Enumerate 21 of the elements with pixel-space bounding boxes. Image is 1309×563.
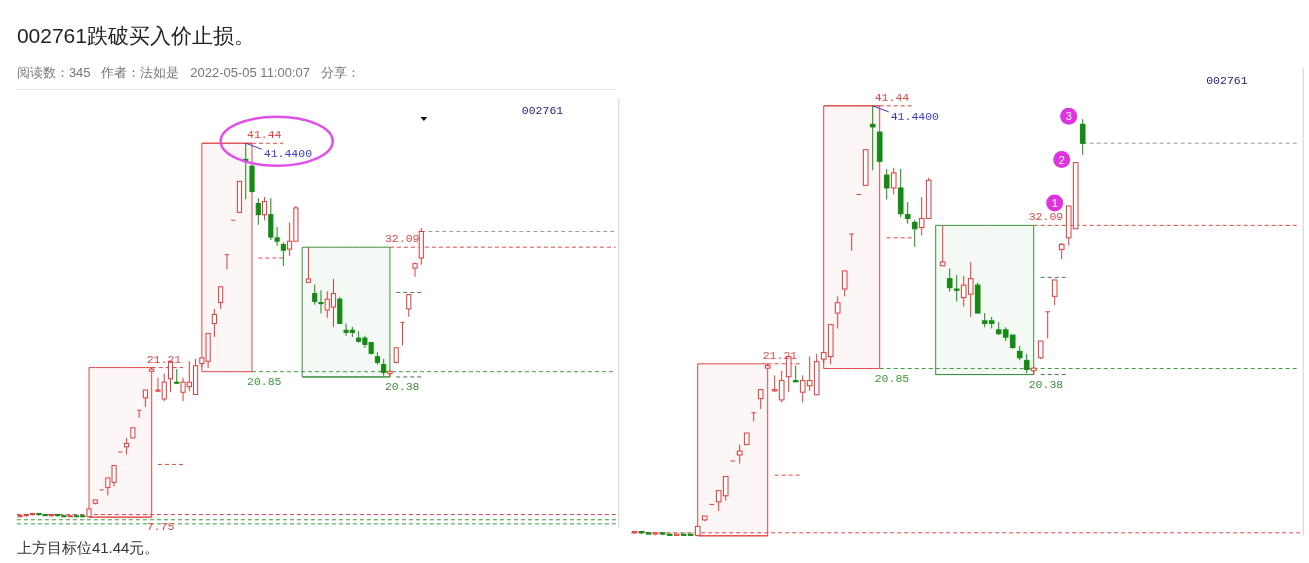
value-label: 21.21 — [762, 348, 798, 362]
value-label: 32.09 — [1028, 210, 1064, 224]
badge-text: 2 — [1058, 153, 1065, 166]
badge-text: 1 — [1051, 197, 1058, 209]
value-label: 20.38 — [1028, 377, 1064, 391]
stock-label: 002761 — [1206, 74, 1248, 87]
value-label: 20.38 — [384, 379, 420, 393]
value-label: 32.09 — [384, 232, 420, 246]
annotation: 41.4400 — [890, 109, 939, 123]
value-label: 20.85 — [874, 371, 910, 385]
title: 002761跌破买入价止损。 — [16, 24, 255, 47]
value-label: 21.21 — [146, 352, 182, 366]
stock-label: 002761 — [521, 104, 564, 117]
annotation: 41.4400 — [263, 147, 313, 161]
subtitle: 阅读数：345 作者：法如是 2022-05-05 11:00:07 分享： — [16, 65, 360, 80]
value-label: 41.44 — [874, 90, 910, 104]
value-label: 7.75 — [146, 520, 175, 534]
note: 上方目标位41.44元。 — [16, 539, 160, 556]
value-label: 20.85 — [247, 374, 282, 388]
badge-text: 3 — [1065, 110, 1072, 123]
value-label: 41.44 — [247, 128, 282, 142]
